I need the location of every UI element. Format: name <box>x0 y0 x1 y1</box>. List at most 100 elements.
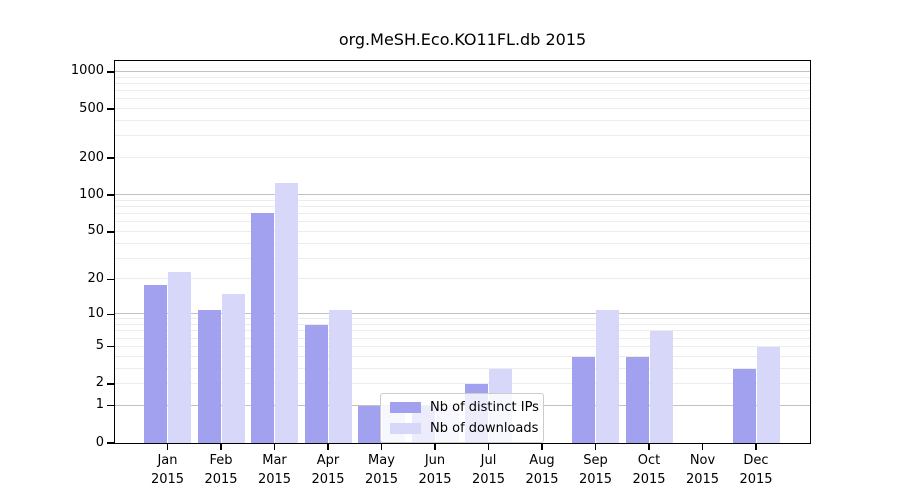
bar-distinct-ips-mar <box>251 212 274 443</box>
x-tick-label-sep: Sep 2015 <box>566 452 626 490</box>
bar-downloads-oct <box>649 331 673 443</box>
gridline-minor-900 <box>115 76 810 78</box>
x-tick-month: Dec <box>743 453 769 468</box>
x-tick-label-aug: Aug 2015 <box>512 452 572 490</box>
bar-distinct-ips-sep <box>572 356 595 443</box>
gridline-minor-400 <box>115 120 810 122</box>
x-tick-label-apr: Apr 2015 <box>298 452 358 490</box>
bar-downloads-jan <box>168 272 191 443</box>
y-tick-label-5: 5 <box>95 338 104 354</box>
gridline-minor-200 <box>115 157 810 159</box>
x-tick-mark-jan <box>166 444 169 450</box>
bar-downloads-feb <box>221 294 245 443</box>
y-tick-mark-500 <box>107 108 114 110</box>
y-tick-label-100: 100 <box>79 186 104 202</box>
x-tick-label-jun: Jun 2015 <box>405 452 465 490</box>
gridline-minor-800 <box>115 82 810 84</box>
x-tick-month: Jan <box>157 453 178 468</box>
legend-item-downloads: Nb of downloads <box>390 421 538 436</box>
gridline-minor-500 <box>115 108 810 110</box>
x-tick-mark-may <box>380 444 383 450</box>
x-tick-mark-mar <box>273 444 276 450</box>
y-tick-mark-100 <box>107 194 114 196</box>
gridline-minor-600 <box>115 98 810 100</box>
x-tick-month: Aug <box>529 453 555 468</box>
bar-distinct-ips-apr <box>304 325 328 443</box>
y-tick-mark-0 <box>107 442 114 444</box>
x-tick-label-dec: Dec 2015 <box>726 452 786 490</box>
gridline-minor-9 <box>115 318 810 320</box>
y-tick-mark-2 <box>107 383 114 385</box>
y-tick-label-1: 1 <box>95 397 104 413</box>
y-tick-mark-1000 <box>107 71 114 73</box>
x-tick-label-nov: Nov 2015 <box>673 452 733 490</box>
legend-swatch-icon <box>390 402 421 413</box>
y-tick-label-200: 200 <box>79 149 104 165</box>
x-tick-label-feb: Feb 2015 <box>191 452 251 490</box>
gridline-minor-3 <box>115 367 810 369</box>
y-tick-mark-200 <box>107 157 114 159</box>
x-tick-year: 2015 <box>150 471 185 487</box>
y-tick-mark-1 <box>107 405 114 407</box>
x-tick-mark-dec <box>755 444 757 450</box>
y-tick-label-20: 20 <box>87 270 104 286</box>
y-tick-mark-10 <box>107 313 114 315</box>
x-tick-mark-nov <box>701 444 704 450</box>
x-tick-month: May <box>368 453 395 468</box>
bar-distinct-ips-jan <box>144 284 167 443</box>
x-tick-year: 2015 <box>311 471 345 487</box>
x-tick-year: 2015 <box>204 471 238 487</box>
x-tick-month: Jun <box>424 453 446 468</box>
x-tick-month: Sep <box>583 453 608 468</box>
gridline-major-100 <box>115 194 810 196</box>
x-tick-month: Oct <box>637 453 661 468</box>
chart-title: org.MeSH.Eco.KO11FL.db 2015 <box>338 30 587 49</box>
y-tick-label-50: 50 <box>87 223 104 239</box>
gridline-minor-7 <box>115 330 810 332</box>
x-tick-mark-feb <box>220 444 222 450</box>
bar-downloads-sep <box>596 309 619 443</box>
gridline-minor-80 <box>115 205 810 207</box>
gridline-minor-2 <box>115 383 810 384</box>
x-tick-month: Feb <box>209 453 233 468</box>
plot-area <box>114 60 811 444</box>
bar-distinct-ips-feb <box>197 309 221 443</box>
x-tick-label-jul: Jul 2015 <box>459 452 519 490</box>
x-tick-year: 2015 <box>525 471 559 487</box>
gridline-minor-30 <box>115 257 810 259</box>
y-tick-label-500: 500 <box>79 100 104 116</box>
legend-label: Nb of distinct IPs <box>430 400 539 415</box>
gridline-minor-6 <box>115 337 810 339</box>
gridline-minor-40 <box>115 242 810 244</box>
x-tick-month: Jul <box>480 453 497 468</box>
y-tick-label-10: 10 <box>87 305 104 321</box>
x-tick-year: 2015 <box>418 471 452 487</box>
gridline-minor-50 <box>115 230 810 232</box>
bar-downloads-mar <box>275 183 298 443</box>
bar-distinct-ips-may <box>358 405 381 443</box>
gridline-major-10 <box>115 313 810 315</box>
x-tick-mark-apr <box>327 444 329 450</box>
y-tick-mark-5 <box>107 346 114 348</box>
x-tick-year: 2015 <box>578 471 613 487</box>
y-tick-label-1000: 1000 <box>70 63 104 79</box>
y-tick-mark-50 <box>107 231 114 233</box>
y-tick-label-0: 0 <box>95 434 104 450</box>
x-tick-label-jan: Jan 2015 <box>138 452 198 490</box>
x-tick-month: Mar <box>262 453 287 468</box>
gridline-minor-300 <box>115 135 810 137</box>
x-tick-label-oct: Oct 2015 <box>619 452 679 490</box>
gridline-minor-8 <box>115 324 810 325</box>
y-tick-mark-20 <box>107 278 114 281</box>
legend: Nb of distinct IPs Nb of downloads <box>380 393 544 443</box>
x-tick-mark-jul <box>487 444 490 450</box>
gridline-minor-4 <box>115 355 810 357</box>
gridline-minor-20 <box>115 278 810 280</box>
x-tick-mark-jun <box>434 444 436 450</box>
x-tick-month: Apr <box>316 453 340 468</box>
x-tick-year: 2015 <box>257 471 292 487</box>
x-tick-year: 2015 <box>632 471 666 487</box>
gridline-major-1000 <box>115 70 810 72</box>
x-tick-year: 2015 <box>685 471 720 487</box>
